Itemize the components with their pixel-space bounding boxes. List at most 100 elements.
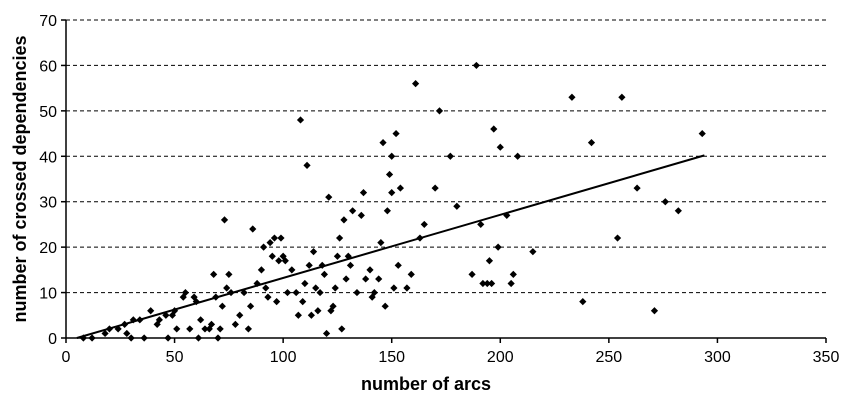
y-tick-label-10: 10 (39, 286, 57, 303)
data-point (375, 275, 383, 283)
data-point (236, 311, 244, 319)
data-point (207, 320, 216, 328)
data-point (514, 152, 522, 160)
x-tick-label-150: 150 (378, 349, 405, 366)
data-point (273, 298, 281, 306)
data-point (312, 284, 320, 292)
data-point (325, 193, 333, 201)
data-point (179, 293, 187, 301)
data-point (483, 279, 491, 288)
data-point (394, 261, 402, 269)
data-point (316, 288, 324, 297)
data-point (388, 152, 396, 160)
data-point (303, 161, 311, 169)
data-point (129, 316, 137, 324)
x-tick-label-200: 200 (487, 349, 514, 366)
data-point (264, 293, 272, 301)
data-point (674, 207, 682, 215)
data-point (201, 325, 209, 333)
trendline-layer (76, 154, 705, 339)
data-point (490, 125, 498, 133)
data-point (368, 293, 376, 301)
x-tick-label-250: 250 (596, 349, 623, 366)
data-point (377, 239, 385, 247)
data-point (218, 302, 226, 310)
data-point (216, 325, 224, 333)
x-tick-label-350: 350 (813, 349, 840, 366)
data-point (322, 329, 331, 338)
data-point (220, 216, 229, 224)
data-point (301, 279, 309, 288)
data-point (477, 220, 485, 229)
data-point (262, 284, 270, 292)
data-point (396, 184, 404, 192)
data-point (362, 275, 370, 283)
y-tick-label-60: 60 (39, 58, 57, 75)
data-point (246, 302, 255, 310)
data-point (420, 220, 428, 229)
data-point (214, 334, 222, 342)
data-point (613, 234, 622, 242)
data-point (123, 329, 131, 338)
data-point (292, 288, 300, 297)
data-point (127, 334, 135, 342)
data-point (266, 239, 274, 247)
data-point (633, 184, 641, 192)
gridlines (66, 19, 826, 294)
data-point (496, 143, 504, 151)
data-point (366, 266, 374, 274)
data-point (435, 107, 444, 115)
data-point (88, 334, 96, 342)
y-tick-label-40: 40 (39, 149, 57, 166)
data-point (240, 288, 248, 297)
x-tick-label-0: 0 (62, 349, 71, 366)
data-point (329, 302, 337, 310)
data-point (223, 284, 231, 292)
data-point (101, 329, 109, 338)
data-point (494, 243, 502, 251)
data-point (162, 311, 170, 319)
data-point (346, 261, 355, 269)
data-point (320, 270, 328, 278)
data-point (579, 298, 587, 306)
data-point (155, 316, 163, 324)
y-tick-label-20: 20 (39, 240, 57, 257)
data-point (661, 198, 669, 206)
data-point (359, 189, 368, 197)
data-point (509, 270, 517, 278)
data-point (181, 288, 190, 297)
x-tick-label-100: 100 (270, 349, 297, 366)
data-point (338, 325, 346, 333)
data-point (353, 288, 361, 297)
data-point (173, 325, 181, 333)
data-point (392, 129, 400, 138)
data-point (416, 234, 424, 242)
data-point (333, 252, 342, 260)
data-point (244, 325, 252, 333)
data-point (225, 270, 233, 278)
data-point (390, 284, 398, 292)
data-point (309, 248, 318, 256)
data-point (431, 184, 439, 192)
data-point (503, 211, 511, 219)
data-point (153, 320, 161, 328)
data-point (342, 275, 350, 283)
data-point (472, 61, 480, 70)
data-point (318, 261, 326, 269)
data-point (275, 257, 283, 265)
y-tick-label-30: 30 (39, 195, 57, 212)
data-point (485, 257, 494, 265)
data-point (370, 288, 378, 297)
data-point (529, 248, 537, 256)
data-point (249, 225, 257, 233)
data-point (412, 80, 420, 88)
data-point (344, 252, 352, 260)
data-point (507, 279, 515, 288)
data-point (388, 189, 396, 197)
y-tick-label-0: 0 (48, 331, 57, 348)
data-point (212, 293, 220, 301)
data-point (114, 325, 122, 333)
data-point (192, 298, 200, 306)
data-point (197, 316, 205, 324)
